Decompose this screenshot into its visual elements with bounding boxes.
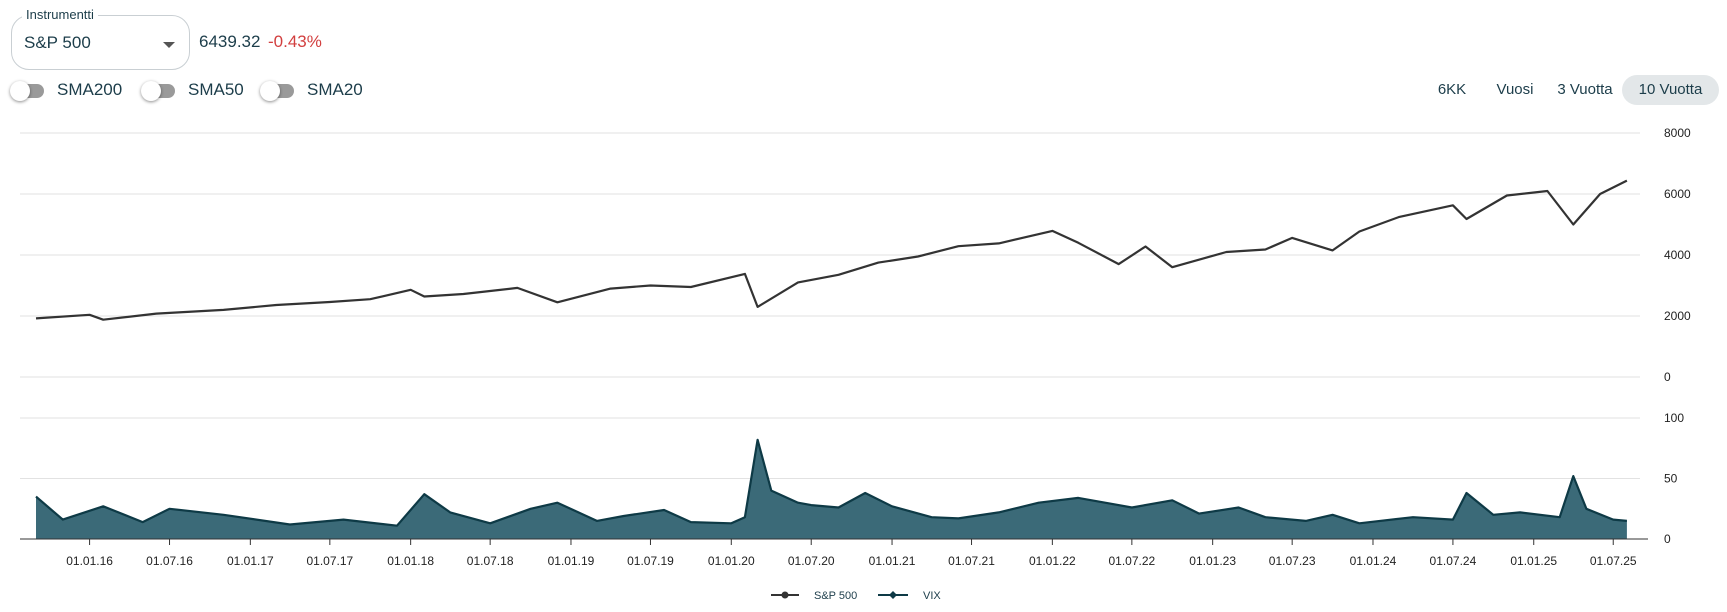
sp500-line xyxy=(35,179,1628,321)
x-tick-label: 01.07.17 xyxy=(306,554,353,568)
x-tick-label: 01.01.17 xyxy=(227,554,274,568)
toggle-label: SMA20 xyxy=(307,80,363,99)
y-tick-label: 6000 xyxy=(1664,187,1691,201)
x-tick-label: 01.01.20 xyxy=(708,554,755,568)
x-tick-label: 01.01.21 xyxy=(869,554,916,568)
chart-toolbar: Instrumentti S&P 500 6439.32 -0.43% SMA2… xyxy=(0,0,1727,110)
vix-line xyxy=(35,438,1628,527)
x-tick-label: 01.01.18 xyxy=(387,554,434,568)
instrument-change: -0.43% xyxy=(268,32,322,51)
range-10y-button[interactable]: 10 Vuotta xyxy=(1622,75,1719,105)
y-tick-label: 0 xyxy=(1664,532,1671,546)
x-tick-label: 01.07.21 xyxy=(948,554,995,568)
range-1y-button[interactable]: Vuosi xyxy=(1496,81,1534,98)
legend-label-sp500[interactable]: S&P 500 xyxy=(814,590,857,602)
x-tick-label: 01.01.19 xyxy=(548,554,595,568)
legend-marker-vix xyxy=(889,591,897,599)
legend-marker-sp500 xyxy=(781,591,789,599)
instrument-select[interactable]: Instrumentti S&P 500 xyxy=(11,7,190,70)
y-tick-label: 50 xyxy=(1664,472,1678,486)
legend-label-vix[interactable]: VIX xyxy=(923,590,941,602)
price-vix-chart: 0 2000 4000 6000 8000 0 50 100 01.01.16 01.07.16 0… xyxy=(20,126,1691,602)
chevron-down-icon[interactable] xyxy=(163,42,175,48)
toggle-label: SMA50 xyxy=(188,80,244,99)
toggle-knob xyxy=(260,81,280,101)
x-tick-label: 01.07.19 xyxy=(627,554,674,568)
toggle-label: SMA200 xyxy=(57,80,123,99)
y-tick-label: 2000 xyxy=(1664,309,1691,323)
toggle-knob xyxy=(10,81,30,101)
toggle-knob xyxy=(141,81,161,101)
x-tick-label: 01.07.22 xyxy=(1108,554,1155,568)
y-tick-label: 8000 xyxy=(1664,126,1691,140)
x-tick-label: 01.07.18 xyxy=(467,554,514,568)
x-tick-label: 01.01.22 xyxy=(1029,554,1076,568)
vix-area xyxy=(36,439,1627,539)
x-tick-label: 01.01.16 xyxy=(66,554,113,568)
x-tick-label: 01.07.24 xyxy=(1430,554,1477,568)
x-tick-label: 01.07.16 xyxy=(146,554,193,568)
x-tick-label: 01.07.20 xyxy=(788,554,835,568)
instrument-selected-value: S&P 500 xyxy=(24,33,91,52)
y-tick-label: 0 xyxy=(1664,370,1671,384)
range-3y-button[interactable]: 3 Vuotta xyxy=(1557,81,1613,98)
x-tick-label: 01.01.23 xyxy=(1189,554,1236,568)
y-tick-label: 100 xyxy=(1664,411,1684,425)
x-tick-label: 01.07.25 xyxy=(1590,554,1637,568)
y-tick-label: 4000 xyxy=(1664,248,1691,262)
x-tick-label: 01.07.23 xyxy=(1269,554,1316,568)
x-tick-label: 01.01.25 xyxy=(1510,554,1557,568)
x-tick-label: 01.01.24 xyxy=(1350,554,1397,568)
range-6kk-button[interactable]: 6KK xyxy=(1437,81,1467,98)
instrument-price: 6439.32 xyxy=(199,32,261,51)
instrument-select-label: Instrumentti xyxy=(22,7,98,22)
